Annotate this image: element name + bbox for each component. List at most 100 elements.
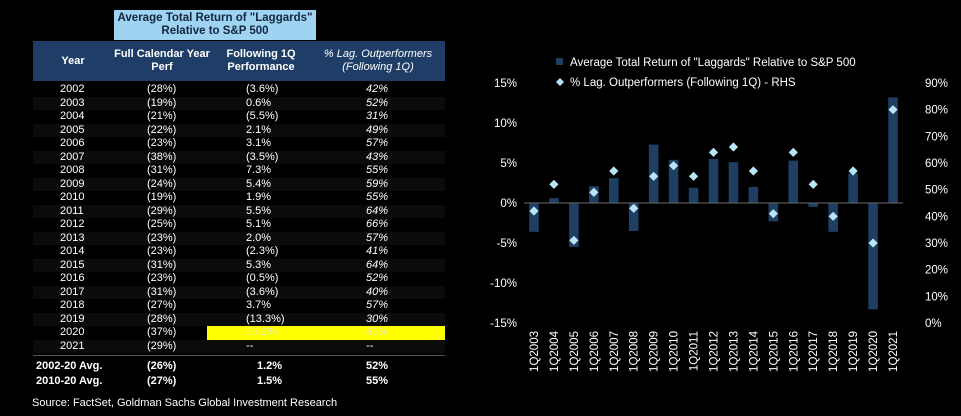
table-row: 2014 (23%) (2.3%) 41% xyxy=(33,245,445,259)
bar xyxy=(808,203,819,207)
x-tick-label: 1Q2008 xyxy=(629,331,641,372)
bar xyxy=(688,187,699,203)
cell-full-year: (28%) xyxy=(147,83,177,95)
diamond-marker xyxy=(649,171,659,181)
average-row: 2002-20 Avg. (26%) 1.2% 52% xyxy=(33,359,445,373)
header-year: Year xyxy=(61,54,85,67)
y-left-tick-label: 0% xyxy=(500,198,517,210)
x-tick-label: 1Q2014 xyxy=(748,330,760,372)
y-right-tick-label: 20% xyxy=(925,265,948,277)
cell-following-1q: 2.0% xyxy=(246,231,272,244)
table-title: Average Total Return of "Laggards" Relat… xyxy=(114,10,316,40)
cell-full-year: (31%) xyxy=(147,164,177,176)
cell-following-1q: (13.3%) xyxy=(246,312,285,325)
bar xyxy=(668,159,679,203)
header-full-year: Full Calendar Year Perf xyxy=(114,48,210,73)
cell-full-year: (24%) xyxy=(147,177,177,190)
header-pct-outperformers: % Lag. Outperformers (Following 1Q) xyxy=(323,48,433,73)
table-body: 2002 (28%) (3.6%) 42% 2003 (19%) 0.6% 52% 2004 (2… xyxy=(33,83,445,387)
x-tick-label: 1Q2011 xyxy=(689,331,701,371)
bar xyxy=(888,97,898,203)
x-tick-label: 1Q2016 xyxy=(788,331,800,372)
cell-following-1q: 5.4% xyxy=(246,177,272,190)
legend-bar-swatch xyxy=(556,58,563,65)
cell-year: 2010 xyxy=(60,191,85,203)
cell-pct: 64% xyxy=(366,258,389,271)
y-right-tick-label: 10% xyxy=(925,291,948,303)
cell-full-year: (38%) xyxy=(147,150,177,163)
diamond-marker xyxy=(768,209,778,219)
table-row: 2021 (29%) -- -- xyxy=(33,339,445,353)
cell-pct: 42% xyxy=(366,83,389,95)
y-right-tick-label: 60% xyxy=(925,158,948,170)
table-row: 2004 (21%) (5.5%) 31% xyxy=(33,110,445,124)
cell-year: 2013 xyxy=(60,231,85,244)
cell-full-year: (31%) xyxy=(147,258,177,271)
table-row: 2008 (31%) 7.3% 55% xyxy=(33,164,445,178)
cell-pct: 55% xyxy=(366,164,389,176)
diamond-marker xyxy=(589,187,599,197)
header-following-1q: Following 1Q Performance xyxy=(226,48,296,73)
table-row: 2007 (38%) (3.5%) 43% xyxy=(33,150,445,164)
bar xyxy=(748,187,759,203)
chart: -15% -10% -5% 0% 5% 10% 15% 0% 10% 20% 30% 40% 50% 60… xyxy=(490,57,948,372)
cell-following-1q: (3.6%) xyxy=(246,83,279,95)
bar xyxy=(728,162,739,203)
average-row: 2010-20 Avg. (27%) 1.5% 55% xyxy=(33,374,445,388)
cell-full-year: (19%) xyxy=(147,96,177,109)
cell-full-year: (23%) xyxy=(147,245,177,257)
cell-pct: 43% xyxy=(366,150,389,163)
cell-following-1q: (2.3%) xyxy=(246,245,279,257)
cell-avg-full-year: (26%) xyxy=(147,360,177,372)
cell-full-year: (23%) xyxy=(147,231,177,244)
x-tick-label: 1Q2013 xyxy=(728,331,740,372)
cell-year: 2019 xyxy=(60,312,85,325)
cell-year: 2021 xyxy=(60,339,85,352)
cell-pct: 30% xyxy=(366,312,389,325)
x-tick-label: 1Q2018 xyxy=(828,331,840,372)
cell-full-year: (29%) xyxy=(147,204,177,217)
table-row: 2018 (27%) 3.7% 57% xyxy=(33,299,445,313)
cell-following-1q: 7.3% xyxy=(246,164,272,176)
table-row: 2010 (19%) 1.9% 55% xyxy=(33,191,445,205)
averages-separator xyxy=(33,355,445,356)
x-tick-label: 1Q2007 xyxy=(609,331,621,372)
x-tick-label: 1Q2003 xyxy=(529,331,541,372)
cell-following-1q: -- xyxy=(246,339,254,352)
cell-year: 2020 xyxy=(60,326,85,338)
table-row: 2016 (23%) (0.5%) 52% xyxy=(33,272,445,286)
x-tick-label: 1Q2019 xyxy=(848,331,860,372)
cell-following-1q: 3.1% xyxy=(246,137,272,149)
cell-following-1q: (3.5%) xyxy=(246,150,279,163)
table-row: 2012 (25%) 5.1% 66% xyxy=(33,218,445,232)
bar xyxy=(708,159,719,203)
legend-diamond-swatch xyxy=(556,78,564,86)
cell-following-1q: 5.5% xyxy=(246,204,272,217)
legend-label-bars: Average Total Return of "Laggards" Relat… xyxy=(570,57,856,69)
cell-following-1q: 2.1% xyxy=(246,123,272,136)
diamond-marker xyxy=(748,166,758,176)
cell-pct: 59% xyxy=(366,177,389,190)
row-highlight xyxy=(207,326,445,340)
cell-pct: 64% xyxy=(366,204,389,217)
cell-pct: 52% xyxy=(366,96,389,109)
y-left-tick-label: 15% xyxy=(494,78,517,90)
table-row: 2005 (22%) 2.1% 49% xyxy=(33,123,445,137)
cell-full-year: (37%) xyxy=(147,326,177,338)
bar xyxy=(788,160,799,203)
cell-avg-full-year: (27%) xyxy=(147,375,177,387)
x-tick-label: 1Q2010 xyxy=(669,331,681,372)
diamond-marker xyxy=(569,235,579,245)
cell-avg-following-1q: 1.2% xyxy=(257,360,283,372)
y-left-tick-label: -5% xyxy=(497,238,517,250)
cell-year: 2011 xyxy=(60,204,84,217)
diamond-marker xyxy=(728,142,739,152)
cell-pct: 57% xyxy=(366,231,389,244)
x-tick-label: 1Q2017 xyxy=(808,331,820,372)
cell-year: 2005 xyxy=(60,123,85,136)
cell-pct: 66% xyxy=(366,218,389,230)
table-row: 2013 (23%) 2.0% 57% xyxy=(33,231,445,245)
cell-year: 2014 xyxy=(60,245,85,257)
legend-label-markers: % Lag. Outperformers (Following 1Q) - RH… xyxy=(570,77,796,89)
cell-full-year: (22%) xyxy=(147,123,177,136)
